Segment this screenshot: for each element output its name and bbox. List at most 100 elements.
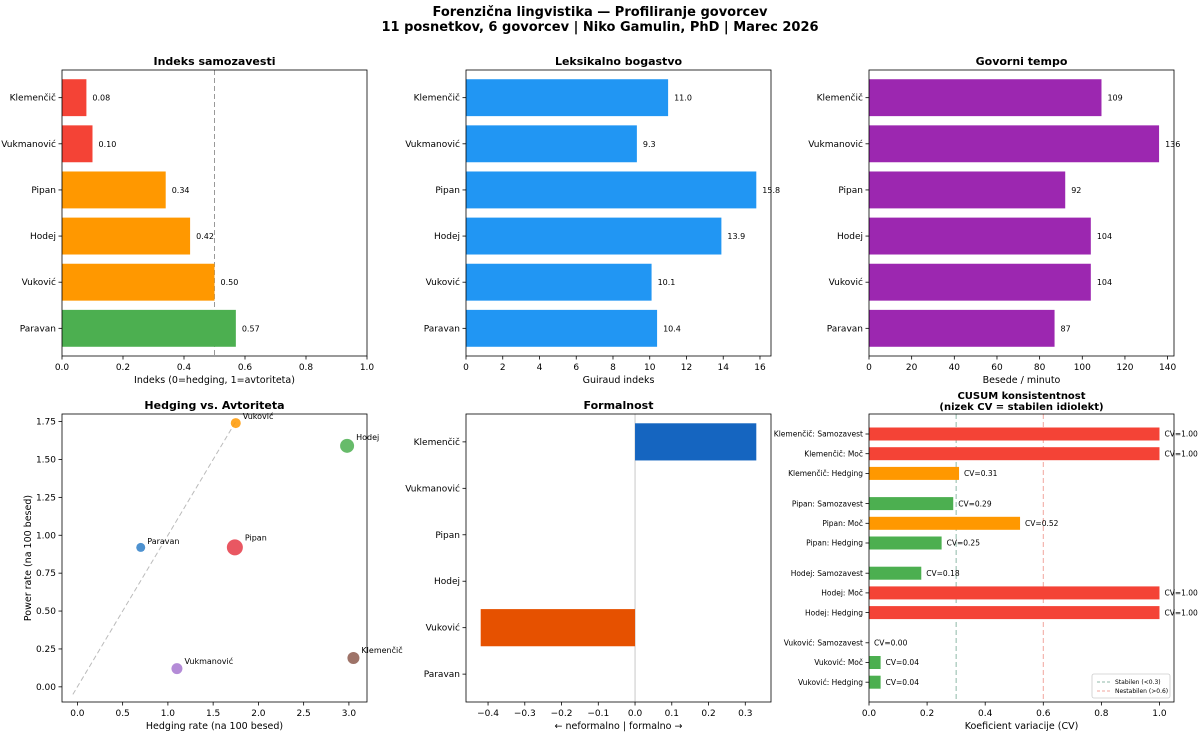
cusum-bar — [869, 586, 1160, 600]
cusum-value-label: CV=0.00 — [874, 639, 908, 648]
cusum-value-label: CV=1.00 — [1164, 589, 1198, 598]
lexical-xtick-label: 8 — [610, 363, 616, 373]
scatter-panel: Vuković Hodej Paravan Pipan Klemenčič Vukmano… — [23, 399, 403, 732]
cusum-ytick-label: Klemenčič: Hedging — [788, 469, 863, 478]
confidence-ytick-label: Pipan — [31, 186, 56, 196]
cusum-value-label: CV=1.00 — [1164, 449, 1198, 458]
cusum-value-label: CV=0.31 — [964, 469, 998, 478]
formality-frame — [465, 413, 772, 703]
cusum-ytick-label: Pipan: Moč — [822, 519, 863, 528]
tempo-frame — [868, 69, 1175, 357]
lexical-bar — [466, 79, 669, 117]
cusum-ytick-label: Hodej: Hedging — [805, 608, 863, 617]
scatter-point-label: Vuković — [243, 411, 274, 421]
cusum-xtick-label: 0.0 — [862, 709, 877, 719]
cusum-value-label: CV=0.25 — [947, 539, 981, 548]
formality-ytick-label: Pipan — [435, 531, 460, 541]
tempo-ytick-label: Vuković — [829, 277, 863, 288]
confidence-xtick-label: 0.6 — [238, 363, 253, 373]
lexical-frame — [465, 69, 772, 357]
scatter-xtick-label: 1.5 — [206, 709, 220, 719]
scatter-title: Hedging vs. Avtoriteta — [144, 399, 284, 412]
lexical-bar — [466, 309, 658, 347]
formality-ytick-label: Vuković — [426, 623, 460, 634]
confidence-xtick-label: 0.0 — [55, 363, 70, 373]
scatter-ytick-label: 1.75 — [36, 418, 56, 428]
scatter-point-label: Klemenčič — [361, 645, 402, 655]
confidence-ytick-label: Hodej — [30, 232, 56, 242]
scatter-ytick-label: 1.00 — [36, 531, 56, 541]
scatter-xtick-label: 2.0 — [251, 709, 266, 719]
lexical-xtick-label: 16 — [754, 363, 766, 373]
cusum-panel: Klemenčič: Samozavest CV=1.00 Klemenčič: M… — [774, 391, 1198, 732]
lexical-ytick-label: Klemenčič — [414, 93, 460, 104]
scatter-xtick-label: 2.5 — [296, 709, 310, 719]
lexical-xtick-label: 12 — [681, 363, 692, 373]
confidence-ytick-label: Paravan — [20, 324, 56, 334]
scatter-ylabel: Power rate (na 100 besed) — [23, 495, 34, 621]
tempo-xtick-label: 20 — [906, 363, 918, 373]
cusum-ytick-label: Klemenčič: Samozavest — [774, 430, 863, 439]
tempo-ytick-label: Vukmanović — [808, 139, 863, 150]
lexical-bar — [466, 125, 637, 163]
lexical-title: Leksikalno bogastvo — [555, 55, 683, 68]
lexical-value-label: 11.0 — [674, 94, 692, 103]
cusum-xtick-label: 1.0 — [1152, 709, 1167, 719]
lexical-xtick-label: 6 — [573, 363, 579, 373]
cusum-bar — [869, 516, 1021, 530]
scatter-xtick-label: 1.0 — [161, 709, 176, 719]
tempo-ytick-label: Hodej — [837, 232, 863, 242]
cusum-ytick-label: Klemenčič: Moč — [804, 449, 863, 458]
lexical-xtick-label: 0 — [463, 363, 469, 373]
confidence-value-label: 0.50 — [221, 278, 239, 287]
lexical-ytick-label: Paravan — [424, 324, 460, 334]
confidence-xtick-label: 0.8 — [299, 363, 314, 373]
confidence-bar — [62, 263, 215, 301]
cusum-title-line2: (nizek CV = stabilen idiolekt) — [939, 402, 1103, 413]
lexical-ytick-label: Hodej — [434, 232, 460, 242]
scatter-ytick-label: 0.25 — [36, 645, 56, 655]
tempo-value-label: 92 — [1071, 186, 1081, 195]
tempo-xtick-label: 120 — [1116, 363, 1133, 373]
tempo-xtick-label: 0 — [866, 363, 872, 373]
scatter-xlabel: Hedging rate (na 100 besed) — [146, 721, 283, 732]
tempo-xtick-label: 40 — [949, 363, 961, 373]
confidence-bar — [62, 217, 191, 255]
scatter-point-label: Pipan — [245, 533, 267, 542]
scatter-ytick-label: 1.25 — [36, 493, 56, 503]
formality-ytick-label: Vukmanović — [405, 483, 460, 494]
tempo-xtick-label: 100 — [1074, 363, 1091, 373]
scatter-point-label: Paravan — [147, 537, 179, 546]
confidence-value-label: 0.42 — [196, 232, 214, 241]
cusum-bar — [869, 566, 922, 580]
scatter-point — [136, 542, 146, 552]
confidence-value-label: 0.08 — [92, 94, 110, 103]
formality-xtick-label: −0.1 — [587, 709, 609, 719]
cusum-bar — [869, 447, 1160, 461]
cusum-ytick-label: Pipan: Samozavest — [792, 499, 863, 508]
lexical-bar — [466, 217, 722, 255]
confidence-xtick-label: 0.2 — [116, 363, 130, 373]
cusum-legend-box — [1091, 673, 1171, 699]
formality-xlabel: ← neformalno | formalno → — [555, 721, 683, 732]
scatter-point — [230, 418, 241, 429]
cusum-bar — [869, 497, 954, 511]
cusum-xtick-label: 0.4 — [978, 709, 993, 719]
lexical-bar — [466, 263, 652, 301]
cusum-legend-stable-label: Stabilen (<0.3) — [1115, 679, 1161, 686]
tempo-panel: Klemenčič 109 Vukmanović 136 Pipan 92 Hodej 104… — [808, 55, 1180, 386]
tempo-bar — [869, 125, 1160, 163]
cusum-value-label: CV=1.00 — [1164, 608, 1198, 617]
scatter-point — [340, 438, 355, 453]
lexical-value-label: 10.1 — [658, 278, 676, 287]
confidence-bar — [62, 171, 166, 209]
cusum-ytick-label: Hodej: Moč — [821, 589, 863, 598]
confidence-value-label: 0.57 — [242, 324, 260, 333]
lexical-xtick-label: 14 — [718, 363, 730, 373]
formality-xtick-label: 0.3 — [738, 709, 752, 719]
cusum-title-line1: CUSUM konsistentnost — [957, 391, 1085, 402]
tempo-value-label: 136 — [1165, 140, 1180, 149]
tempo-value-label: 109 — [1107, 94, 1122, 103]
formality-panel: Klemenčič Vukmanović Pipan Hodej Vuković Para… — [405, 399, 772, 732]
